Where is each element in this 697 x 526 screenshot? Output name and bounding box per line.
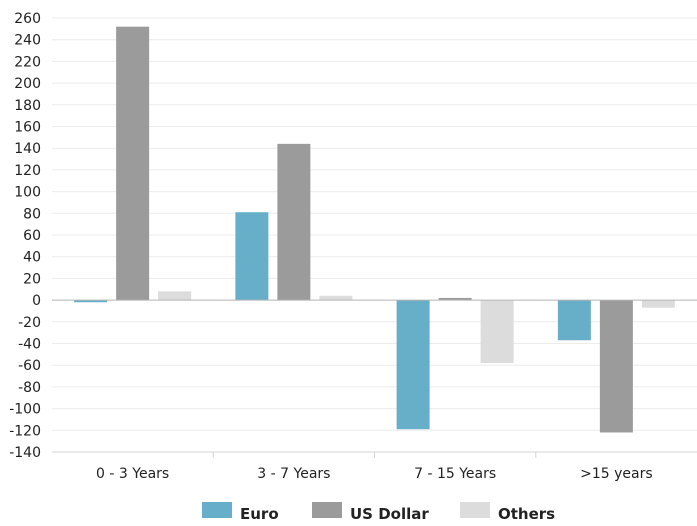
x-tick-label: 3 - 7 Years: [257, 466, 330, 482]
bar-others: [480, 300, 514, 364]
legend-label: Others: [498, 505, 555, 523]
x-axis: 0 - 3 Years 3 - 7 Years 7 - 15 Years >15 ye…: [52, 299, 697, 482]
y-tick-label: 220: [14, 54, 41, 70]
y-tick-label: 100: [14, 185, 41, 201]
y-axis: 260240220200180160140120100806040200-20-…: [9, 11, 41, 461]
y-tick-label: -100: [9, 402, 41, 418]
y-tick-label: 40: [23, 250, 41, 266]
bar-euro: [74, 300, 108, 303]
y-tick-label: -40: [18, 337, 41, 353]
y-tick-label: 160: [14, 120, 41, 136]
y-tick-label: 240: [14, 33, 41, 49]
y-tick-label: -80: [18, 380, 41, 396]
x-tick-label: >15 years: [580, 466, 653, 482]
bar-us-dollar: [438, 297, 472, 301]
y-tick-label: 140: [14, 141, 41, 157]
y-tick-label: 120: [14, 163, 41, 179]
y-tick-label: -120: [9, 423, 41, 439]
legend-swatch-others: [460, 502, 490, 518]
legend: Euro US Dollar Others: [202, 502, 555, 523]
y-tick-label: 260: [14, 11, 41, 27]
legend-label: Euro: [240, 505, 279, 523]
legend-swatch-euro: [202, 502, 232, 518]
bar-euro: [396, 300, 430, 430]
bar-others: [158, 291, 192, 301]
bar-euro: [235, 212, 269, 301]
y-tick-label: 200: [14, 76, 41, 92]
y-tick-label: 60: [23, 228, 41, 244]
bar-others: [319, 295, 353, 301]
bar-euro: [557, 300, 591, 341]
bar-us-dollar: [599, 300, 633, 433]
legend-label: US Dollar: [350, 505, 429, 523]
bar-us-dollar: [277, 143, 311, 301]
bar-us-dollar: [116, 26, 150, 301]
y-tick-label: -20: [18, 315, 41, 331]
y-tick-label: -60: [18, 358, 41, 374]
y-tick-label: 180: [14, 98, 41, 114]
y-tick-label: 80: [23, 206, 41, 222]
legend-swatch-us-dollar: [312, 502, 342, 518]
y-tick-label: 20: [23, 271, 41, 287]
x-tick-label: 7 - 15 Years: [414, 466, 496, 482]
bar-others: [641, 300, 675, 308]
bars: [74, 26, 675, 433]
x-tick-label: 0 - 3 Years: [96, 466, 169, 482]
y-tick-label: -140: [9, 445, 41, 461]
y-tick-label: 0: [32, 293, 41, 309]
